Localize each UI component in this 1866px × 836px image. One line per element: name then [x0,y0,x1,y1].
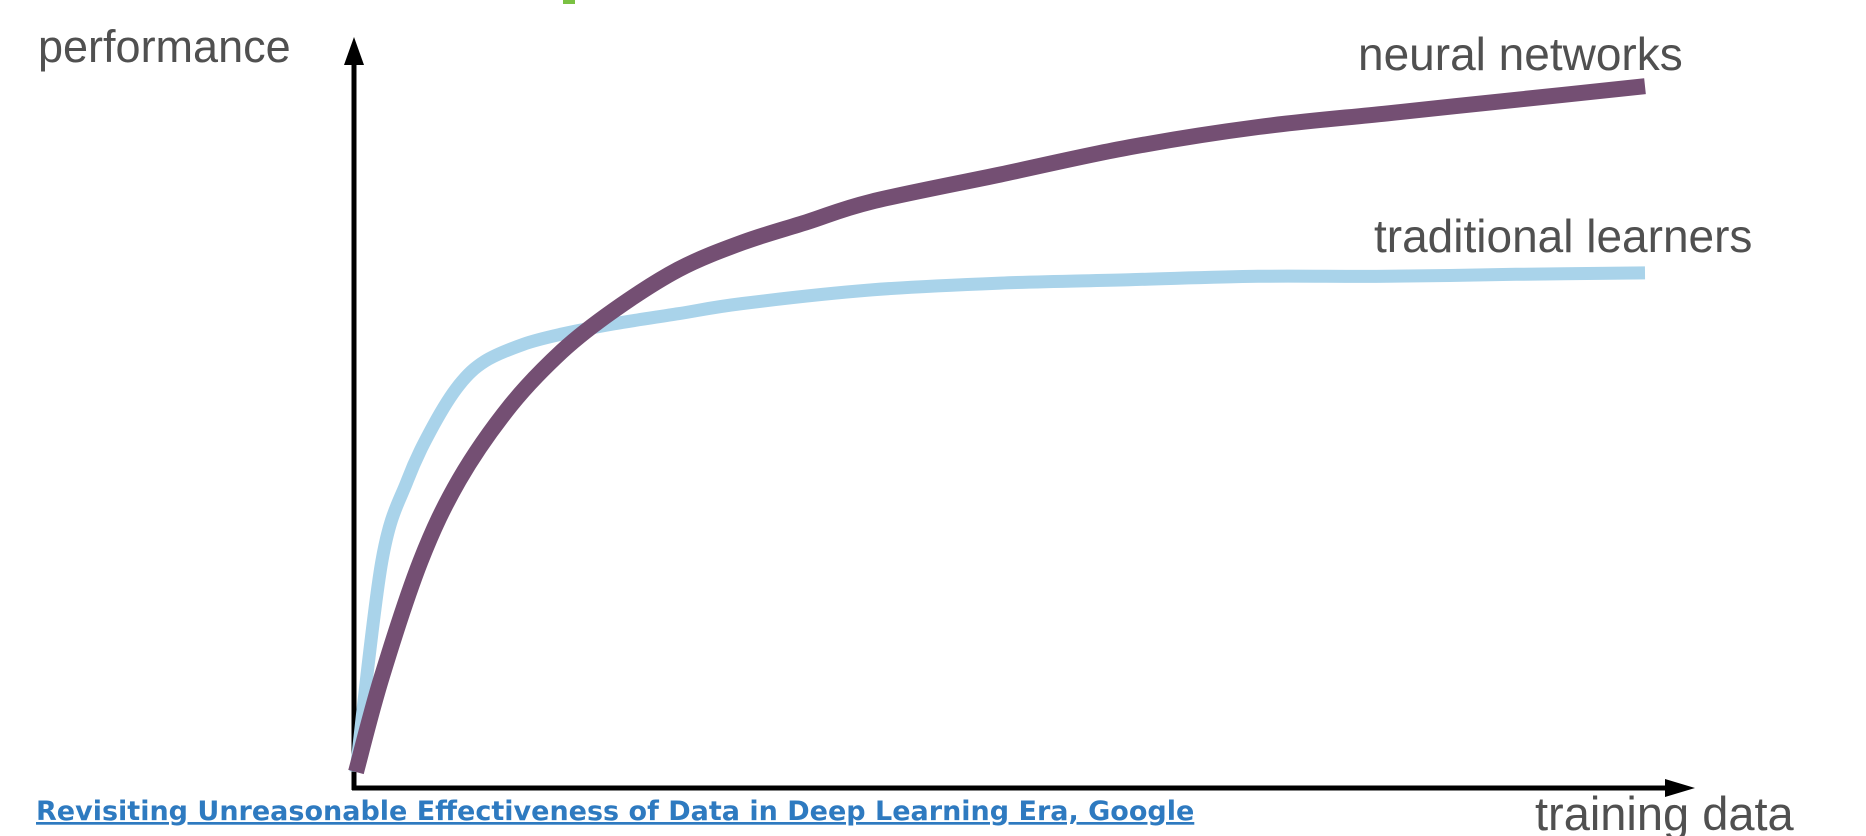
x-axis-label: training data [1535,787,1795,836]
x-axis-arrowhead [1665,779,1695,797]
source-citation-link[interactable]: Revisiting Unreasonable Effectiveness of… [36,796,1194,827]
series-line-neural-networks [348,78,1646,775]
top-accent-mark [563,0,575,4]
y-axis-arrowhead [344,37,364,65]
series-label-neural-networks: neural networks [1358,28,1683,80]
series-line-traditional-learners [349,266,1646,773]
series-label-traditional-learners: traditional learners [1374,210,1752,262]
axes [344,37,1695,797]
series-layer [348,78,1646,775]
y-axis-label: performance [38,21,291,72]
